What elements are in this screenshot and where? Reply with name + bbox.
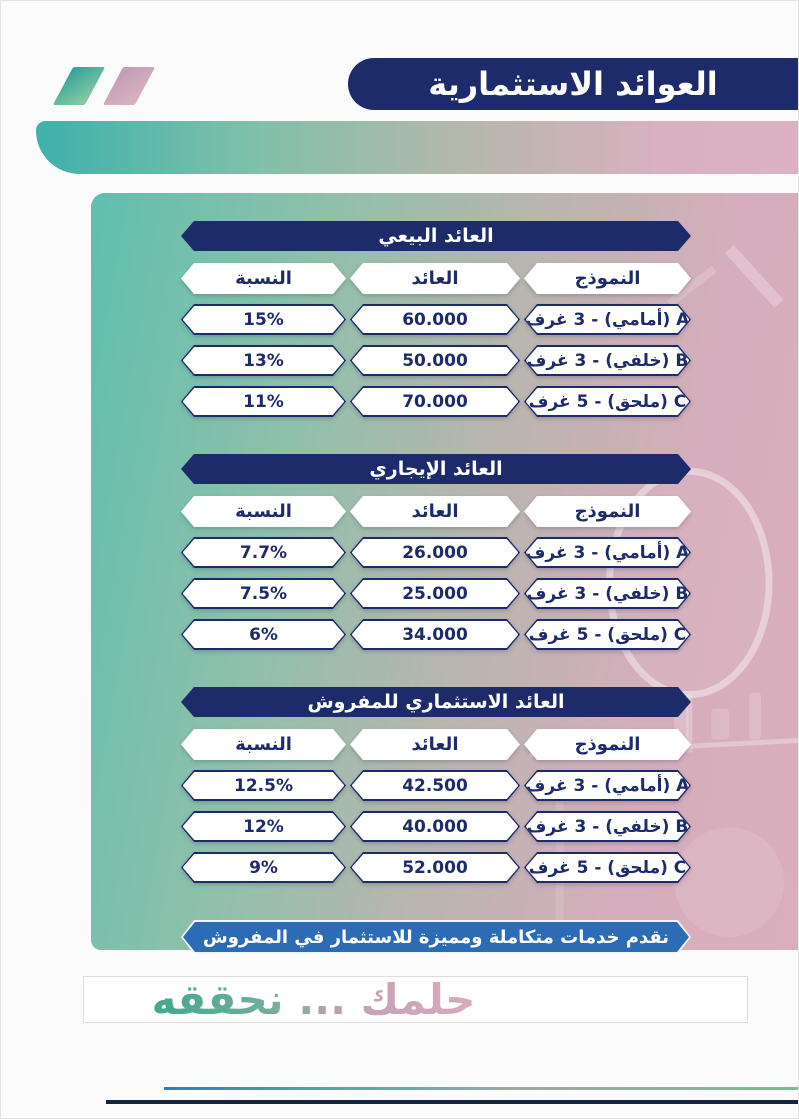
ratio-cell: 11% [181, 386, 346, 417]
model-cell: B (خلفي) - 3 غرف [524, 345, 691, 376]
footer-line-navy [106, 1100, 798, 1104]
table-row: 15% 60.000 A (أمامي) - 3 غرف [181, 304, 691, 335]
ratio-cell: 6% [181, 619, 346, 650]
model-cell: A (أمامي) - 3 غرف [524, 537, 691, 568]
column-header-ratio: النسبة [181, 729, 346, 760]
column-header-return: العائد [350, 263, 520, 294]
ratio-cell: 7.5% [181, 578, 346, 609]
column-header-row: النسبة العائد النموذج [181, 263, 691, 294]
table-row: 12% 40.000 B (خلفي) - 3 غرف [181, 811, 691, 842]
column-header-row: النسبة العائد النموذج [181, 729, 691, 760]
table-row: 13% 50.000 B (خلفي) - 3 غرف [181, 345, 691, 376]
table-row: 6% 34.000 C (ملحق) - 5 غرف [181, 619, 691, 650]
rental-return-table: العائد الإيجاري النسبة العائد النموذج 7.… [181, 454, 691, 650]
table-title-bar: العائد الإيجاري [181, 454, 691, 484]
table-title-bar: العائد الاستثماري للمفروش [181, 687, 691, 717]
footer-line-gradient [164, 1087, 798, 1090]
table-title: العائد الاستثماري للمفروش [307, 691, 565, 713]
ratio-cell: 9% [181, 852, 346, 883]
slogan-bar: حلمك ... نحققه [83, 976, 748, 1023]
column-header-ratio: النسبة [181, 496, 346, 527]
brand-slash-pink-icon [102, 67, 156, 105]
column-header-model: النموذج [524, 729, 691, 760]
table-title: العائد الإيجاري [369, 458, 503, 480]
column-header-ratio: النسبة [181, 263, 346, 294]
slogan-text: حلمك ... نحققه [151, 974, 476, 1024]
column-header-return: العائد [350, 496, 520, 527]
return-cell: 26.000 [350, 537, 520, 568]
ratio-cell: 15% [181, 304, 346, 335]
brand-slash-teal-icon [52, 67, 106, 105]
column-header-return: العائد [350, 729, 520, 760]
model-cell: B (خلفي) - 3 غرف [524, 578, 691, 609]
return-cell: 60.000 [350, 304, 520, 335]
furnished-return-table: العائد الاستثماري للمفروش النسبة العائد … [181, 687, 691, 883]
column-header-model: النموذج [524, 496, 691, 527]
ratio-cell: 12% [181, 811, 346, 842]
model-cell: A (أمامي) - 3 غرف [524, 770, 691, 801]
ratio-cell: 13% [181, 345, 346, 376]
model-cell: B (خلفي) - 3 غرف [524, 811, 691, 842]
table-title-bar: العائد البيعي [181, 221, 691, 251]
sales-return-table: العائد البيعي النسبة العائد النموذج 15% … [181, 221, 691, 417]
model-cell: C (ملحق) - 5 غرف [524, 619, 691, 650]
ratio-cell: 7.7% [181, 537, 346, 568]
services-banner-text: نقدم خدمات متكاملة ومميزة للاستثمار في ا… [202, 926, 670, 948]
ratio-cell: 12.5% [181, 770, 346, 801]
header-swoosh-bar [36, 121, 798, 174]
table-row: 7.7% 26.000 A (أمامي) - 3 غرف [181, 537, 691, 568]
return-cell: 34.000 [350, 619, 520, 650]
table-row: 9% 52.000 C (ملحق) - 5 غرف [181, 852, 691, 883]
model-cell: C (ملحق) - 5 غرف [524, 852, 691, 883]
services-banner: نقدم خدمات متكاملة ومميزة للاستثمار في ا… [181, 920, 691, 954]
model-cell: C (ملحق) - 5 غرف [524, 386, 691, 417]
table-row: 12.5% 42.500 A (أمامي) - 3 غرف [181, 770, 691, 801]
page-title-banner: العوائد الاستثمارية [348, 58, 798, 110]
model-cell: A (أمامي) - 3 غرف [524, 304, 691, 335]
return-cell: 25.000 [350, 578, 520, 609]
table-row: 11% 70.000 C (ملحق) - 5 غرف [181, 386, 691, 417]
return-cell: 70.000 [350, 386, 520, 417]
column-header-model: النموذج [524, 263, 691, 294]
page-title: العوائد الاستثمارية [428, 65, 718, 103]
column-header-row: النسبة العائد النموذج [181, 496, 691, 527]
return-cell: 52.000 [350, 852, 520, 883]
return-cell: 50.000 [350, 345, 520, 376]
tables-area: العائد البيعي النسبة العائد النموذج 15% … [181, 221, 691, 954]
table-title: العائد البيعي [378, 225, 494, 247]
return-cell: 42.500 [350, 770, 520, 801]
return-cell: 40.000 [350, 811, 520, 842]
table-row: 7.5% 25.000 B (خلفي) - 3 غرف [181, 578, 691, 609]
content-panel: العائد البيعي النسبة العائد النموذج 15% … [91, 193, 798, 950]
